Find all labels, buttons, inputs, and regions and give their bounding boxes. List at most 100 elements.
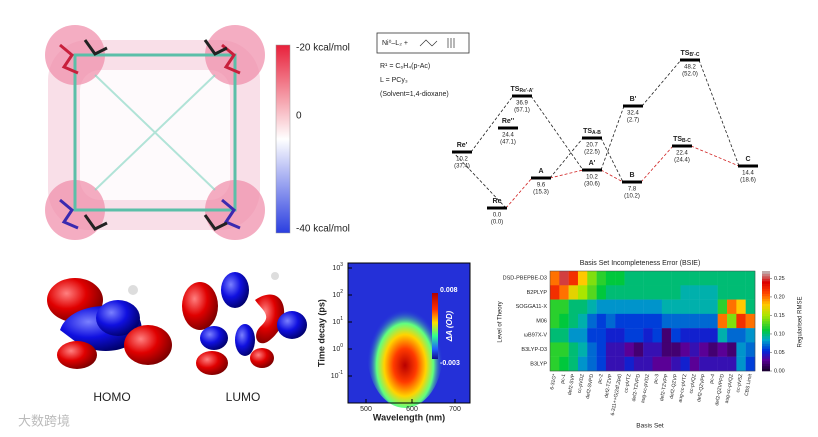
row-label: M06 xyxy=(536,318,547,324)
heatmap-cell xyxy=(699,342,709,357)
colorbar-segment xyxy=(762,301,770,304)
heatmap-cell xyxy=(745,328,756,343)
heatmap-cell xyxy=(699,328,709,343)
state-label: B xyxy=(629,172,634,179)
column-label: CBS Limit xyxy=(744,373,754,397)
state-label: Re' xyxy=(457,142,468,149)
state-name: TS xyxy=(673,136,682,143)
state-subscript: Re'-A' xyxy=(519,88,533,94)
colorbar-segment xyxy=(762,363,770,367)
heatmap-cell xyxy=(745,285,756,300)
x-tick-label: 600 xyxy=(406,406,418,413)
heatmap-cell xyxy=(680,271,690,286)
colorbar-segment xyxy=(762,308,770,312)
heatmap-cell xyxy=(596,271,607,286)
heatmap-cell xyxy=(661,342,672,357)
heatmap-cell xyxy=(736,356,746,372)
state-energy-alt: (0.0) xyxy=(491,220,503,226)
state-energy-alt: (47.1) xyxy=(500,140,516,146)
column-label: pc-2 xyxy=(597,373,605,384)
heatmap-cell xyxy=(671,271,681,286)
column-label: def2-TZVPD xyxy=(631,373,642,402)
heatmap-cell xyxy=(708,342,718,357)
heatmap-cell xyxy=(727,299,737,315)
colorbar-segment xyxy=(762,293,770,297)
colorbar-segment xyxy=(762,316,770,319)
column-label: def2-TZVPP xyxy=(659,373,670,402)
heatmap-cell xyxy=(745,271,756,286)
heatmap-cell xyxy=(633,313,644,329)
heatmap-cell xyxy=(727,313,737,329)
state-energy-alt: (15.3) xyxy=(533,190,549,196)
column-label: 6-31G* xyxy=(549,373,558,390)
tick-exp: 1 xyxy=(340,316,343,322)
state-energy: 48.2 xyxy=(684,65,696,71)
lumo-label: LUMO xyxy=(226,390,261,404)
heatmap-cell xyxy=(559,299,569,315)
heatmap-cell xyxy=(550,285,560,300)
row-label: B3LYP-D3 xyxy=(521,347,547,353)
colorbar-segment xyxy=(762,271,770,274)
heatmap-cell xyxy=(615,271,625,286)
pathway-link xyxy=(530,95,584,171)
heatmap-cell xyxy=(717,328,728,343)
colorbar-segment xyxy=(762,291,770,294)
heatmap-cell xyxy=(568,285,579,300)
colorbar-segment xyxy=(762,283,770,287)
heatmap-cell xyxy=(577,313,588,329)
mep-scale-min: -40 kcal/mol xyxy=(296,224,350,235)
heatmap-cell xyxy=(559,285,569,300)
column-label: aug-cc-pVTZ xyxy=(677,374,688,404)
reactant-structures xyxy=(419,38,455,48)
heatmap-cell xyxy=(727,342,737,357)
heatmap-cell xyxy=(568,328,579,343)
mep-colorbar xyxy=(275,44,291,234)
state-energy-alt: (30.6) xyxy=(584,182,600,188)
substituent: R¹ = C₆H₄(p-Ac) xyxy=(380,63,430,70)
heatmap-cell xyxy=(577,285,588,300)
heatmap-cell xyxy=(708,271,718,286)
reactant-box xyxy=(376,32,470,54)
colorbar-segment xyxy=(762,298,770,302)
heatmap-cell xyxy=(652,313,663,329)
colorbar-segment xyxy=(762,341,770,344)
heatmap-cell xyxy=(596,299,607,315)
colorbar-segment xyxy=(762,288,770,292)
heatmap-cell xyxy=(624,328,635,343)
colorbar-segment xyxy=(762,366,770,369)
colorbar-segment xyxy=(762,281,770,284)
heatmap-cell xyxy=(615,285,625,300)
column-label: aug-cc-pVQZ xyxy=(724,374,735,404)
bsie-title: Basis Set Incompleteness Error (BSIE) xyxy=(580,260,701,267)
colorbar-segment xyxy=(762,276,770,279)
state-energy: 0.0 xyxy=(493,213,502,219)
state-energy: 14.4 xyxy=(742,171,754,177)
heatmap-cell xyxy=(699,271,709,286)
column-label: def2-QZVP xyxy=(669,373,679,399)
heatmap-cell xyxy=(680,328,690,343)
reactants: Ni⁰–L₂ + xyxy=(382,39,408,47)
heatmap-cell xyxy=(661,313,672,329)
pathway-link xyxy=(600,169,624,183)
heatmap-cell xyxy=(689,342,700,357)
heatmap-cell xyxy=(708,356,718,372)
colorbar-segment xyxy=(762,323,770,327)
heatmap-cell xyxy=(736,342,746,357)
column-label: pc-1 xyxy=(560,373,568,384)
state-label: A xyxy=(538,168,543,175)
heatmap-cell xyxy=(717,299,728,315)
mep-surface xyxy=(45,25,265,240)
y-tick-label: 102 xyxy=(332,289,343,299)
y-tick-label: 10-1 xyxy=(331,370,343,380)
heatmap-cell xyxy=(717,285,728,300)
ta-colorbar-max: 0.008 xyxy=(440,287,458,294)
heatmap-cell xyxy=(717,271,728,286)
colorbar-segment xyxy=(762,273,770,277)
heatmap-cell xyxy=(699,299,709,315)
heatmap-cell xyxy=(671,285,681,300)
heatmap-cell xyxy=(559,342,569,357)
colorbar-segment xyxy=(762,306,770,309)
heatmap-cell xyxy=(624,299,635,315)
heatmap-cell xyxy=(671,299,681,315)
